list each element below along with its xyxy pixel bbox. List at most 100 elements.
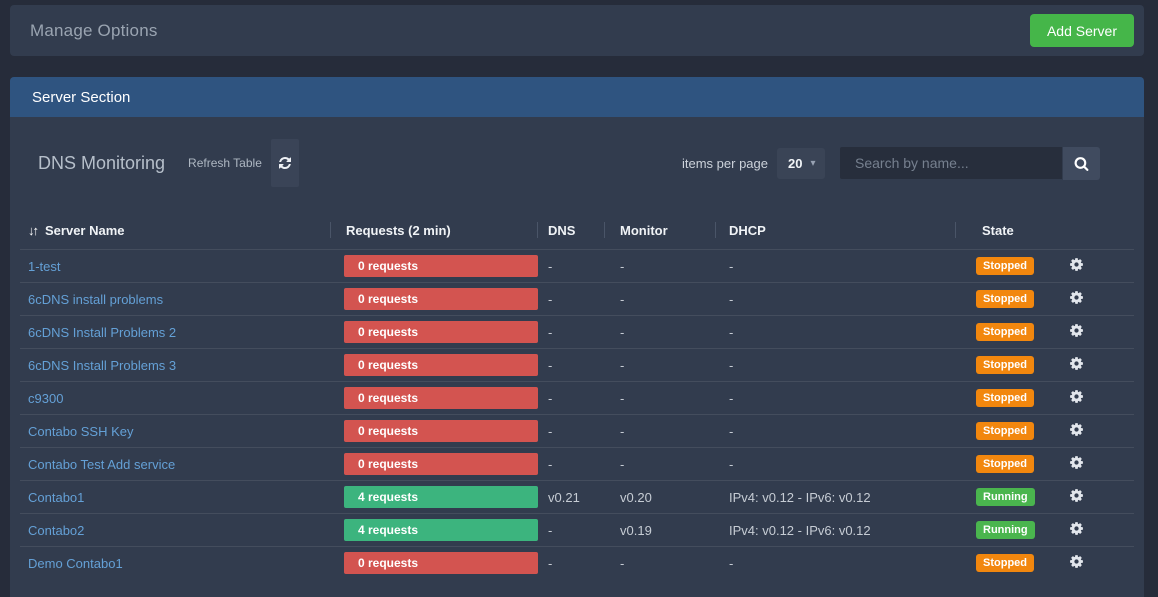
requests-badge: 0 requests — [344, 420, 538, 442]
column-header-state: State — [955, 211, 1045, 249]
state-badge: Stopped — [976, 322, 1034, 342]
state-badge: Stopped — [976, 388, 1034, 408]
refresh-icon — [278, 156, 292, 170]
dns-value: - — [548, 423, 553, 439]
page-title: Manage Options — [30, 20, 158, 40]
requests-badge: 0 requests — [344, 387, 538, 409]
gear-icon[interactable] — [1069, 356, 1084, 371]
dhcp-value: - — [729, 456, 734, 472]
dhcp-value: IPv4: v0.12 - IPv6: v0.12 — [729, 522, 871, 538]
search-icon — [1074, 156, 1089, 171]
column-header-dns: DNS — [537, 211, 604, 249]
state-badge: Stopped — [976, 355, 1034, 375]
server-name-link[interactable]: 6cDNS Install Problems 2 — [28, 324, 177, 340]
search-input[interactable] — [840, 147, 1062, 179]
monitor-value: - — [620, 555, 625, 571]
gear-icon[interactable] — [1069, 554, 1084, 569]
monitor-value: - — [620, 456, 625, 472]
table-row: c9300 0 requests - - - Stopped — [20, 381, 1134, 414]
requests-badge: 0 requests — [344, 453, 538, 475]
table-row: 6cDNS install problems 0 requests - - - … — [20, 282, 1134, 315]
state-badge: Stopped — [976, 454, 1034, 474]
refresh-table-button[interactable] — [270, 139, 299, 187]
server-name-link[interactable]: 6cDNS Install Problems 3 — [28, 357, 177, 373]
table-row: Contabo1 4 requests v0.21 v0.20 IPv4: v0… — [20, 480, 1134, 513]
server-name-link[interactable]: Contabo SSH Key — [28, 423, 134, 439]
gear-icon[interactable] — [1069, 422, 1084, 437]
gear-icon[interactable] — [1069, 323, 1084, 338]
state-badge: Stopped — [976, 421, 1034, 441]
dhcp-value: - — [729, 258, 734, 274]
column-header-monitor: Monitor — [604, 211, 715, 249]
server-section-panel: Server Section DNS Monitoring Refresh Ta… — [10, 77, 1144, 597]
table-row: 1-test 0 requests - - - Stopped — [20, 249, 1134, 282]
chevron-down-icon: ▾ — [810, 157, 816, 169]
server-name-link[interactable]: Demo Contabo1 — [28, 555, 123, 571]
monitor-value: - — [620, 423, 625, 439]
refresh-table-label: Refresh Table — [188, 156, 262, 170]
monitor-value: - — [620, 258, 625, 274]
monitor-value: v0.19 — [620, 522, 652, 538]
dns-value: - — [548, 555, 553, 571]
dns-value: - — [548, 357, 553, 373]
column-header-requests: Requests (2 min) — [330, 211, 537, 249]
dhcp-value: IPv4: v0.12 - IPv6: v0.12 — [729, 489, 871, 505]
table-toolbar: DNS Monitoring Refresh Table items per p… — [38, 139, 1100, 187]
dns-value: v0.21 — [548, 489, 580, 505]
table-row: Contabo SSH Key 0 requests - - - Stopped — [20, 414, 1134, 447]
table-header: ↓↑ Server Name Requests (2 min) DNS Moni… — [20, 211, 1134, 249]
section-title: Server Section — [32, 88, 131, 106]
monitor-value: v0.20 — [620, 489, 652, 505]
server-name-link[interactable]: 6cDNS install problems — [28, 291, 164, 307]
requests-badge: 4 requests — [344, 486, 538, 508]
gear-icon[interactable] — [1069, 290, 1084, 305]
monitor-value: - — [620, 291, 625, 307]
dns-value: - — [548, 522, 553, 538]
requests-badge: 0 requests — [344, 255, 538, 277]
requests-badge: 4 requests — [344, 519, 538, 541]
dns-value: - — [548, 258, 553, 274]
state-badge: Stopped — [976, 289, 1034, 309]
gear-icon[interactable] — [1069, 455, 1084, 470]
toolbar-right-group: items per page 20 ▾ — [682, 146, 1100, 180]
table-row: Contabo Test Add service 0 requests - - … — [20, 447, 1134, 480]
server-name-link[interactable]: Contabo2 — [28, 522, 85, 538]
gear-icon[interactable] — [1069, 521, 1084, 536]
dns-value: - — [548, 324, 553, 340]
server-name-link[interactable]: Contabo Test Add service — [28, 456, 176, 472]
gear-icon[interactable] — [1069, 257, 1084, 272]
requests-badge: 0 requests — [344, 321, 538, 343]
section-header: Server Section — [10, 77, 1144, 117]
column-header-server-name[interactable]: ↓↑ Server Name — [28, 222, 125, 238]
state-badge: Stopped — [976, 553, 1034, 573]
add-server-button[interactable]: Add Server — [1029, 14, 1134, 47]
server-name-link[interactable]: Contabo1 — [28, 489, 85, 505]
server-name-link[interactable]: c9300 — [28, 390, 64, 406]
search-button[interactable] — [1063, 146, 1100, 180]
state-badge: Stopped — [976, 256, 1034, 276]
dhcp-value: - — [729, 423, 734, 439]
requests-badge: 0 requests — [344, 354, 538, 376]
monitor-value: - — [620, 324, 625, 340]
dhcp-value: - — [729, 324, 734, 340]
items-per-page-select[interactable]: 20 ▾ — [777, 147, 825, 179]
dhcp-value: - — [729, 291, 734, 307]
monitor-value: - — [620, 357, 625, 373]
gear-icon[interactable] — [1069, 389, 1084, 404]
dhcp-value: - — [729, 555, 734, 571]
dns-value: - — [548, 456, 553, 472]
sort-icon[interactable]: ↓↑ — [28, 222, 39, 238]
state-badge: Running — [976, 487, 1035, 507]
server-name-link[interactable]: 1-test — [28, 258, 61, 274]
table-row: Contabo2 4 requests - v0.19 IPv4: v0.12 … — [20, 513, 1134, 546]
dhcp-value: - — [729, 390, 734, 406]
column-header-dhcp: DHCP — [715, 211, 955, 249]
requests-badge: 0 requests — [344, 288, 538, 310]
dhcp-value: - — [729, 357, 734, 373]
servers-table: ↓↑ Server Name Requests (2 min) DNS Moni… — [20, 211, 1134, 579]
column-header-actions — [1045, 211, 1134, 249]
dns-value: - — [548, 390, 553, 406]
table-row: 6cDNS Install Problems 3 0 requests - - … — [20, 348, 1134, 381]
gear-icon[interactable] — [1069, 488, 1084, 503]
dns-monitoring-heading: DNS Monitoring — [38, 152, 166, 173]
